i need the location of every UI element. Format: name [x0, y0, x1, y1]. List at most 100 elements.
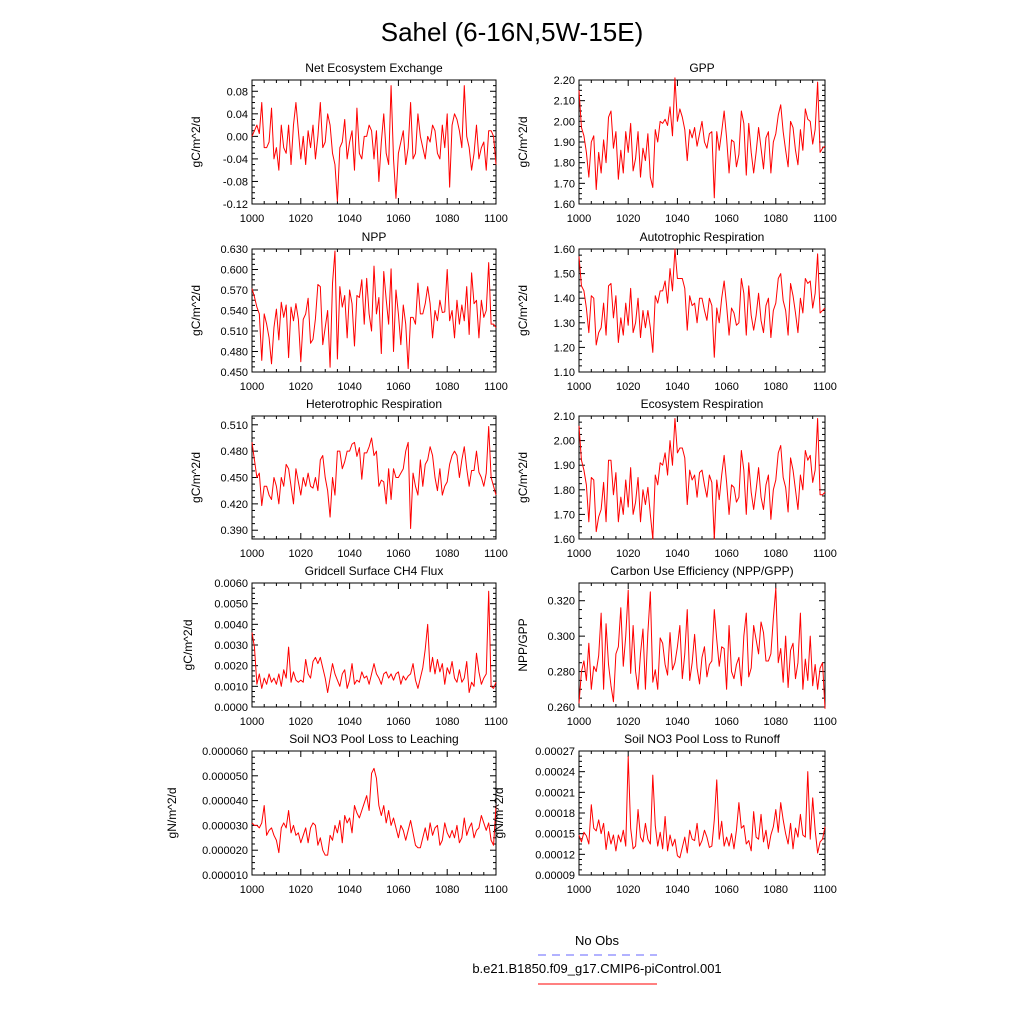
x-tick-label: 1040	[337, 381, 361, 393]
panel-soil-no3-pool-loss-to-runoff: Soil NO3 Pool Loss to Runoff 1000 1020 1040…	[492, 732, 837, 896]
x-tick-label: 1020	[289, 213, 313, 225]
y-tick-label: 0.600	[220, 265, 248, 277]
y-tick-label: 0.00012	[535, 849, 575, 861]
x-tick-label: 1060	[714, 548, 738, 560]
x-tick-label: 1080	[435, 716, 459, 728]
panel-title: Carbon Use Efficiency (NPP/GPP)	[610, 564, 793, 578]
y-tick-label: 0.000060	[202, 746, 248, 758]
x-tick-label: 1100	[813, 884, 837, 896]
y-tick-label: 1.60	[554, 244, 575, 256]
x-tick-label: 1000	[240, 716, 264, 728]
plot-frame	[578, 79, 826, 205]
y-tick-label: 1.60	[554, 199, 575, 211]
x-tick-label: 1060	[386, 381, 410, 393]
y-axis-label: gC/m^2/d	[189, 285, 203, 336]
x-tick-label: 1020	[289, 884, 313, 896]
x-tick-label: 1040	[337, 213, 361, 225]
legend-label-no-obs: No Obs	[575, 933, 620, 948]
y-tick-label: 0.00015	[535, 829, 575, 841]
series-line-autotrophic-respiration	[578, 248, 826, 358]
y-tick-label: 0.00027	[535, 746, 575, 758]
y-tick-label: 0.450	[220, 367, 248, 379]
y-tick-label: 0.0010	[214, 681, 248, 693]
x-tick-label: 1060	[714, 884, 738, 896]
series-line-gridcell-surface-ch4-flux	[251, 590, 497, 694]
y-axis-label: gC/m^2/d	[189, 117, 203, 168]
x-tick-label: 1020	[616, 884, 640, 896]
x-tick-label: 1080	[764, 884, 788, 896]
y-axis-label: NPP/GPP	[516, 618, 530, 671]
series-line-soil-no3-pool-loss-to-leaching	[251, 767, 497, 856]
y-tick-label: -0.12	[223, 199, 248, 211]
y-tick-label: 2.10	[554, 96, 575, 108]
x-tick-label: 1080	[764, 381, 788, 393]
x-tick-label: 1040	[337, 884, 361, 896]
y-tick-label: -0.08	[223, 176, 248, 188]
y-tick-label: 0.280	[547, 667, 575, 679]
panel-title: Gridcell Surface CH4 Flux	[305, 564, 444, 578]
x-tick-label: 1080	[764, 548, 788, 560]
x-tick-label: 1100	[484, 716, 508, 728]
y-tick-label: 1.80	[554, 485, 575, 497]
legend: No Obs b.e21.B1850.f09_g17.CMIP6-piContr…	[472, 933, 722, 985]
x-tick-label: 1020	[289, 381, 313, 393]
series-line-npp	[251, 250, 497, 370]
y-tick-label: 1.40	[554, 293, 575, 305]
series-line-soil-no3-pool-loss-to-runoff	[578, 756, 826, 859]
x-tick-label: 1040	[665, 548, 689, 560]
series-line-ecosystem-respiration	[578, 417, 826, 540]
panel-title: NPP	[362, 230, 387, 244]
plot-frame	[578, 248, 826, 373]
y-tick-label: 2.00	[554, 116, 575, 128]
x-tick-label: 1080	[764, 213, 788, 225]
y-tick-label: 1.80	[554, 158, 575, 170]
x-tick-label: 1000	[567, 716, 591, 728]
y-tick-label: 0.000010	[202, 870, 248, 882]
x-tick-label: 1100	[484, 213, 508, 225]
legend-label-model: b.e21.B1850.f09_g17.CMIP6-piControl.001	[472, 961, 721, 976]
y-tick-label: 0.00024	[535, 767, 575, 779]
y-tick-label: 0.260	[547, 702, 575, 714]
x-tick-label: 1020	[616, 548, 640, 560]
x-tick-label: 1060	[386, 884, 410, 896]
y-tick-label: 2.10	[554, 411, 575, 423]
y-tick-label: 0.510	[220, 420, 248, 432]
panel-gpp: GPP 1000 1020 1040 1060 1080 1100 1.60 1.70 1.80 1…	[516, 61, 837, 225]
panel-grid: Net Ecosystem Exchange 1000 1020 1040 1060 10…	[165, 61, 837, 896]
x-tick-label: 1060	[714, 213, 738, 225]
plot-frame	[251, 582, 497, 708]
y-tick-label: 0.300	[547, 631, 575, 643]
y-tick-label: 0.08	[227, 86, 248, 98]
x-tick-label: 1020	[616, 381, 640, 393]
panel-gridcell-surface-ch4-flux: Gridcell Surface CH4 Flux 1000 1020 1040 106…	[181, 564, 508, 728]
y-tick-label: 1.20	[554, 342, 575, 354]
y-tick-label: 0.510	[220, 326, 248, 338]
y-tick-label: 0.04	[227, 109, 248, 121]
panel-ecosystem-respiration: Ecosystem Respiration 1000 1020 1040 1060 108…	[516, 397, 837, 560]
panel-autotrophic-respiration: Autotrophic Respiration 1000 1020 1040 1060 1…	[516, 230, 837, 393]
y-tick-label: 0.570	[220, 285, 248, 297]
x-tick-label: 1100	[813, 381, 837, 393]
x-tick-label: 1060	[386, 716, 410, 728]
x-tick-label: 1020	[289, 548, 313, 560]
y-tick-label: 2.20	[554, 75, 575, 87]
x-tick-label: 1040	[337, 716, 361, 728]
x-tick-label: 1100	[813, 716, 837, 728]
x-tick-label: 1100	[484, 548, 508, 560]
series-line-carbon-use-efficiency-npp-gpp	[578, 587, 826, 709]
y-tick-label: 0.00018	[535, 808, 575, 820]
panel-net-ecosystem-exchange: Net Ecosystem Exchange 1000 1020 1040 1060 10…	[189, 61, 508, 225]
y-tick-label: 0.00009	[535, 870, 575, 882]
panel-carbon-use-efficiency-npp-gpp: Carbon Use Efficiency (NPP/GPP) 1000 1020 1…	[516, 564, 837, 728]
y-axis-label: gC/m^2/d	[516, 285, 530, 336]
x-tick-label: 1060	[386, 548, 410, 560]
panel-title: Soil NO3 Pool Loss to Runoff	[624, 732, 781, 746]
x-tick-label: 1000	[567, 381, 591, 393]
y-tick-label: 0.390	[220, 525, 248, 537]
x-tick-label: 1000	[240, 548, 264, 560]
y-tick-label: 0.480	[220, 446, 248, 458]
x-tick-label: 1060	[386, 213, 410, 225]
y-tick-label: -0.04	[223, 154, 248, 166]
x-tick-label: 1000	[240, 213, 264, 225]
